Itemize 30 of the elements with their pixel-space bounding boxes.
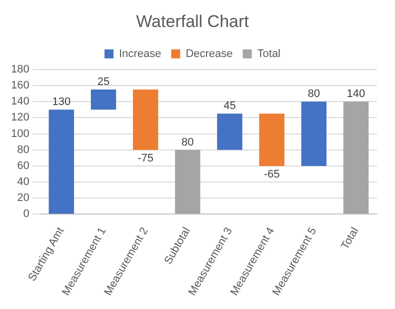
y-tick-label: 80 bbox=[17, 144, 30, 156]
data-label: 130 bbox=[52, 96, 71, 108]
data-label: 140 bbox=[346, 88, 366, 100]
y-tick-label: 40 bbox=[17, 176, 30, 188]
bar bbox=[343, 102, 369, 214]
legend-label: Total bbox=[257, 48, 281, 60]
bar bbox=[132, 90, 158, 150]
y-tick-label: 20 bbox=[17, 192, 30, 204]
bar bbox=[259, 114, 284, 166]
bar bbox=[217, 114, 242, 150]
y-tick-label: 60 bbox=[17, 160, 30, 172]
data-label: -75 bbox=[138, 152, 154, 164]
legend-label: Decrease bbox=[186, 48, 233, 60]
y-tick-label: 180 bbox=[10, 63, 30, 76]
y-tick-label: 0 bbox=[23, 208, 30, 220]
y-tick-label: 100 bbox=[10, 128, 30, 140]
bar bbox=[90, 90, 116, 110]
y-tick-label: 120 bbox=[10, 112, 30, 124]
data-label: 25 bbox=[97, 76, 110, 88]
data-label: 80 bbox=[182, 136, 194, 148]
bar bbox=[48, 110, 74, 214]
data-label: 45 bbox=[224, 100, 236, 112]
bar bbox=[301, 102, 327, 166]
y-tick-label: 140 bbox=[10, 96, 30, 108]
data-label: 80 bbox=[308, 88, 320, 100]
data-label: -65 bbox=[264, 168, 280, 180]
bar bbox=[175, 150, 200, 214]
chart-title: Waterfall Chart bbox=[136, 12, 250, 31]
y-tick-label: 160 bbox=[10, 80, 30, 92]
legend-label: Increase bbox=[119, 48, 162, 60]
